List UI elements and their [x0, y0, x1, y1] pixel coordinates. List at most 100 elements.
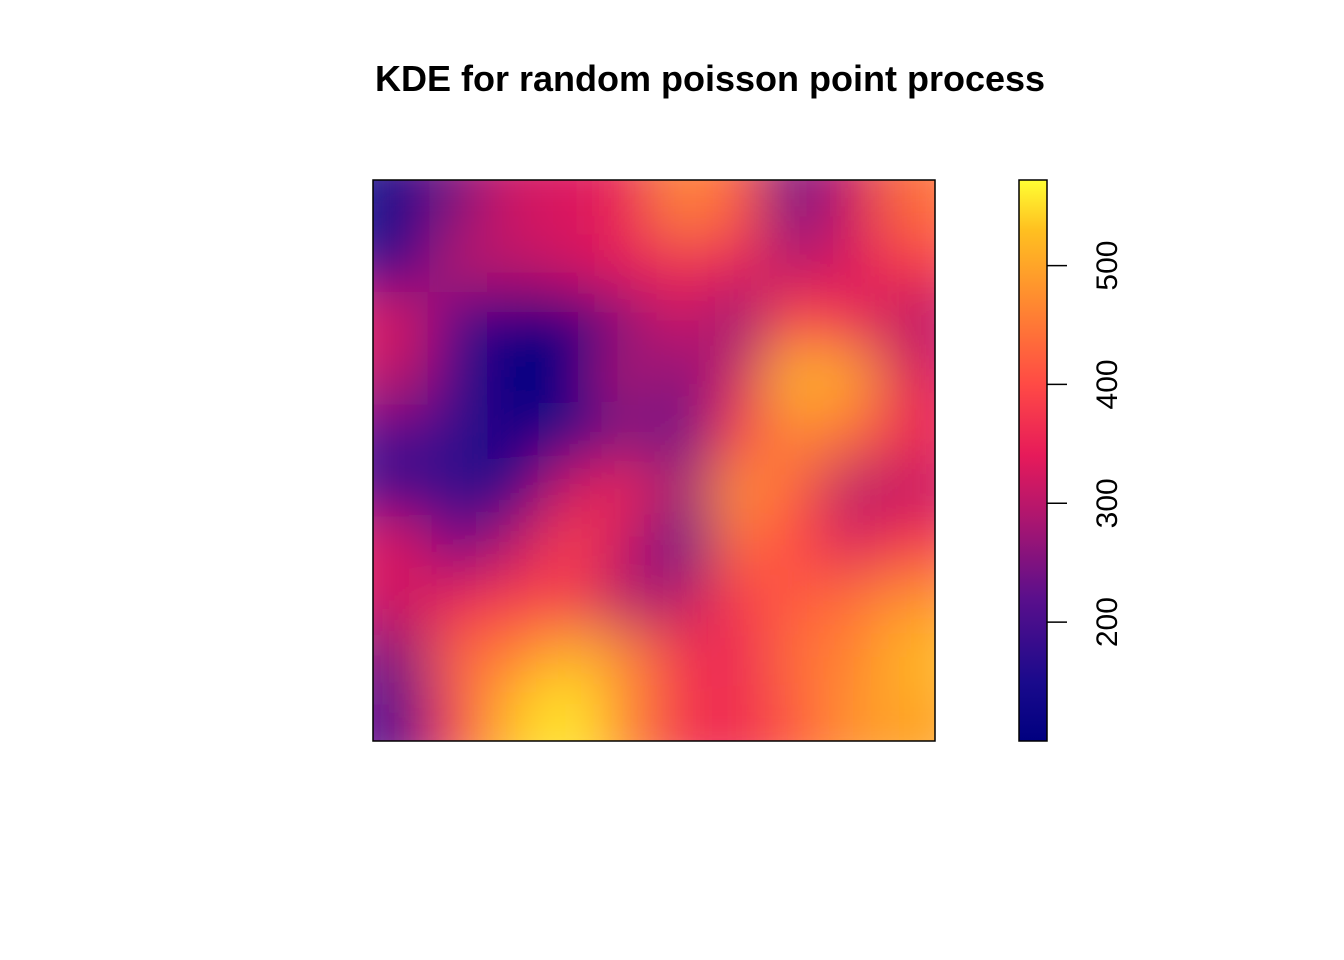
heatmap-cell [485, 292, 543, 350]
heatmap-cell [710, 348, 768, 406]
heatmap-cell [485, 236, 543, 294]
heatmap-cell [597, 460, 655, 518]
heatmap-cell [710, 516, 768, 574]
heatmap-cell [654, 292, 712, 350]
heatmap-cell [710, 292, 768, 350]
heatmap-cell [485, 516, 543, 574]
heatmap-cell [485, 572, 543, 630]
heatmap-cell [485, 180, 543, 238]
heatmap-cell [429, 404, 487, 462]
heatmap-cell [878, 628, 935, 686]
colorbar [1018, 179, 1048, 742]
heatmap-cell [373, 236, 431, 294]
heatmap-cell [766, 628, 824, 686]
heatmap-cell [654, 348, 712, 406]
heatmap-cell [766, 516, 824, 574]
heatmap-cell [878, 236, 935, 294]
heatmap-cell [429, 292, 487, 350]
heatmap-cell [822, 180, 880, 238]
heatmap-cell [541, 460, 599, 518]
heatmap-cell [429, 684, 487, 741]
heatmap-cell [822, 684, 880, 741]
heatmap-cell [597, 404, 655, 462]
heatmap-cell [541, 628, 599, 686]
heatmap-cell [822, 628, 880, 686]
heatmap-cell [710, 236, 768, 294]
heatmap-cell [429, 572, 487, 630]
heatmap-cell [654, 628, 712, 686]
heatmap-cell [766, 404, 824, 462]
heatmap-cell [710, 684, 768, 741]
heatmap-cell [710, 404, 768, 462]
heatmap-cell [597, 684, 655, 741]
heatmap-cell [710, 572, 768, 630]
heatmap-cell [597, 292, 655, 350]
heatmap-cell [597, 348, 655, 406]
heatmap-cell [541, 236, 599, 294]
heatmap-cell [878, 348, 935, 406]
heatmap-cell [822, 460, 880, 518]
heatmap-cell [373, 404, 431, 462]
heatmap-cell [710, 628, 768, 686]
heatmap-cell [766, 572, 824, 630]
heatmap-cell [373, 516, 431, 574]
heatmap-cell [429, 236, 487, 294]
heatmap-cell [822, 348, 880, 406]
heatmap-cell [541, 292, 599, 350]
heatmap-cell [373, 180, 431, 238]
heatmap-cell [822, 516, 880, 574]
heatmap-cell [373, 348, 431, 406]
heatmap-cell [878, 572, 935, 630]
heatmap-cell [822, 572, 880, 630]
heatmap-cell [654, 572, 712, 630]
heatmap-cell [429, 460, 487, 518]
heatmap-cell [485, 628, 543, 686]
heatmap-cell [878, 516, 935, 574]
heatmap-cell [429, 348, 487, 406]
heatmap-cell [541, 348, 599, 406]
heatmap-cell [597, 236, 655, 294]
heatmap-cell [822, 404, 880, 462]
heatmap-area [373, 180, 935, 741]
heatmap-cell [597, 180, 655, 238]
heatmap-cell [654, 236, 712, 294]
heatmap-cell [710, 460, 768, 518]
heatmap-cell [822, 292, 880, 350]
heatmap-cell [878, 180, 935, 238]
heatmap-cell [373, 460, 431, 518]
colorbar-ticks: 200 300 400 500 [1047, 241, 1124, 647]
heatmap-cell [766, 684, 824, 741]
heatmap-cell [597, 516, 655, 574]
heatmap-cell [654, 404, 712, 462]
heatmap-cell [766, 292, 824, 350]
heatmap-cell [429, 516, 487, 574]
heatmap-cell [429, 628, 487, 686]
heatmap-cell [429, 180, 487, 238]
heatmap-cell [485, 348, 543, 406]
heatmap-cell [373, 684, 431, 741]
heatmap-cell [485, 404, 543, 462]
heatmap-cell [766, 348, 824, 406]
heatmap-cell [878, 684, 935, 741]
heatmap-cell [766, 180, 824, 238]
heatmap-cell [485, 684, 543, 741]
chart-title: KDE for random poisson point process [374, 58, 1046, 99]
colorbar-tick-label: 300 [1091, 478, 1124, 528]
heatmap-cell [878, 292, 935, 350]
heatmap-cell [654, 684, 712, 741]
heatmap-cell [822, 236, 880, 294]
heatmap-cell [878, 460, 935, 518]
colorbar-tick-label: 500 [1091, 241, 1124, 291]
plot-frame [372, 179, 936, 742]
heatmap-cell [766, 460, 824, 518]
heatmap-cell [654, 516, 712, 574]
heatmap-cell [373, 292, 431, 350]
colorbar-tick-label: 400 [1091, 359, 1124, 409]
colorbar-tick-label: 200 [1091, 597, 1124, 647]
heatmap-cell [654, 180, 712, 238]
heatmap-cell [597, 628, 655, 686]
heatmap-cell [541, 684, 599, 741]
heatmap-cell [654, 460, 712, 518]
